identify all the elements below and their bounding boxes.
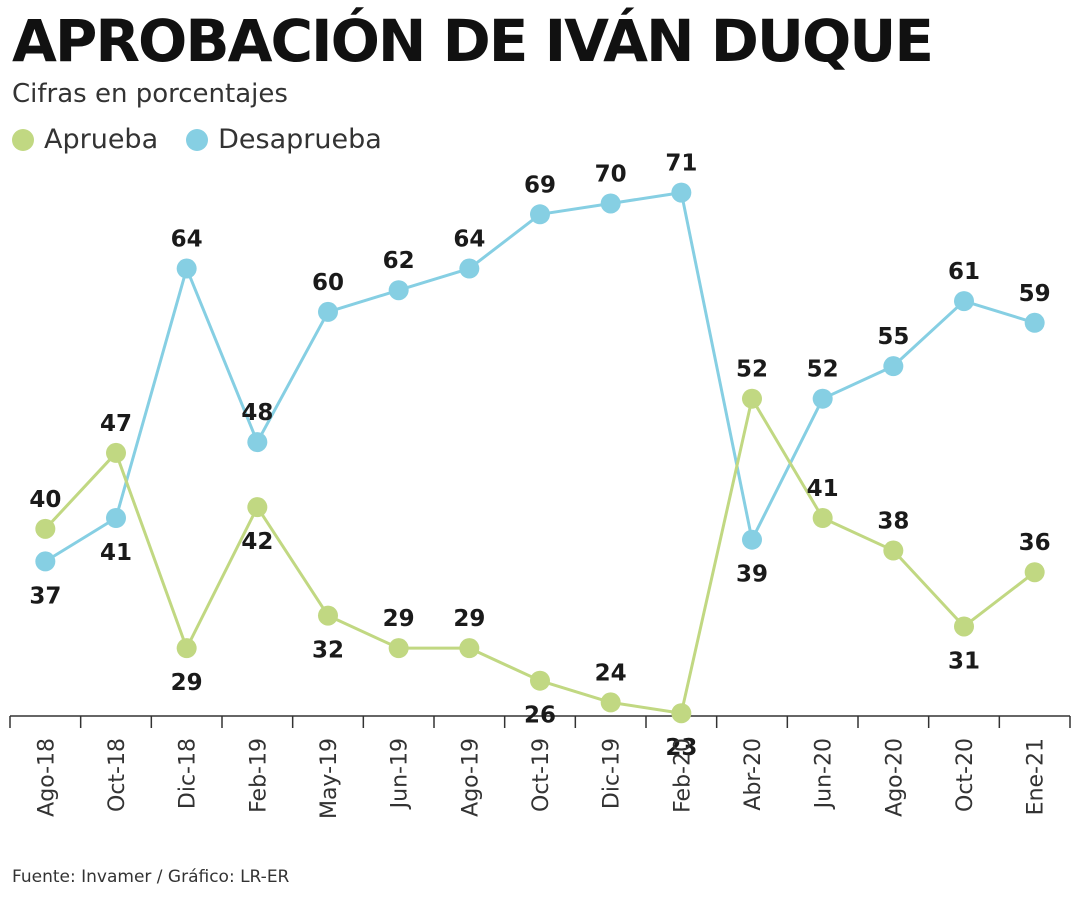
data-point-desaprueba — [671, 182, 692, 203]
data-label-aprueba: 23 — [665, 735, 697, 761]
data-label-aprueba: 29 — [171, 670, 203, 696]
data-point-desaprueba — [954, 291, 974, 312]
data-label-aprueba: 42 — [241, 529, 273, 555]
data-point-aprueba — [530, 670, 550, 691]
data-label-desaprueba: 61 — [948, 259, 980, 285]
x-axis-tick-labels: Ago-18 Oct-18 Dic-18 Feb-19 May-19 Jun-19 Ago-… — [34, 738, 1048, 819]
data-point-aprueba — [671, 703, 692, 724]
data-point-desaprueba — [318, 301, 338, 322]
data-point-desaprueba — [176, 258, 197, 279]
legend-swatch-aprueba — [12, 129, 34, 151]
data-point-desaprueba — [388, 280, 409, 301]
x-tick-label: Ago-19 — [458, 738, 483, 817]
x-tick-label: Oct-18 — [105, 738, 130, 812]
data-point-desaprueba — [530, 204, 550, 225]
data-point-aprueba — [954, 616, 974, 637]
data-point-desaprueba — [883, 356, 904, 377]
data-label-desaprueba: 59 — [1019, 281, 1051, 307]
data-point-aprueba — [176, 638, 197, 659]
x-tick-label: May-19 — [317, 738, 342, 819]
data-point-aprueba — [459, 638, 480, 659]
data-point-aprueba — [106, 442, 126, 463]
x-tick-label: Jun-20 — [812, 738, 837, 810]
data-label-aprueba: 40 — [29, 487, 61, 513]
data-label-aprueba: 32 — [312, 638, 344, 664]
data-label-desaprueba: 55 — [877, 324, 909, 350]
legend-swatch-desaprueba — [186, 129, 209, 151]
data-label-aprueba: 36 — [1019, 530, 1051, 556]
data-point-desaprueba — [459, 258, 480, 279]
x-tick-label: Oct-19 — [529, 738, 554, 812]
x-tick-label: Dic-19 — [600, 738, 625, 809]
data-point-aprueba — [1024, 562, 1045, 583]
data-label-desaprueba: 48 — [241, 400, 273, 426]
x-tick-label: Feb-19 — [246, 738, 271, 813]
x-tick-label: Dic-18 — [176, 738, 201, 809]
data-label-aprueba: 24 — [595, 660, 627, 686]
data-point-desaprueba — [812, 388, 833, 409]
x-tick-label: Feb-20 — [670, 738, 695, 813]
data-label-desaprueba: 64 — [171, 227, 203, 253]
data-point-aprueba — [600, 692, 621, 713]
x-tick-label: Abr-20 — [741, 738, 766, 811]
data-label-desaprueba: 71 — [665, 151, 697, 177]
data-label-aprueba: 29 — [383, 606, 415, 632]
legend-label-desaprueba: Desaprueba — [218, 124, 382, 155]
data-label-desaprueba: 52 — [807, 357, 839, 383]
data-point-aprueba — [388, 638, 409, 659]
legend: Aprueba Desaprueba — [12, 124, 410, 156]
data-point-aprueba — [742, 388, 762, 409]
data-point-aprueba — [318, 605, 338, 626]
x-tick-label: Oct-20 — [953, 738, 978, 812]
data-label-desaprueba: 60 — [312, 270, 344, 296]
x-tick-label: Ene-21 — [1024, 738, 1049, 815]
data-label-desaprueba: 62 — [383, 248, 415, 274]
data-point-desaprueba — [35, 551, 56, 572]
x-tick-label: Ago-18 — [34, 738, 59, 817]
data-label-desaprueba: 64 — [453, 227, 485, 253]
data-label-desaprueba: 41 — [100, 540, 132, 566]
x-axis-ticks — [9, 716, 1071, 728]
data-label-aprueba: 26 — [524, 703, 556, 729]
data-labels: 40 47 29 42 32 29 29 26 24 23 52 41 38 31 36 37 41 64 48 60… — [29, 151, 1050, 762]
data-label-aprueba: 41 — [807, 476, 839, 502]
source-note: Fuente: Invamer / Gráfico: LR-ER — [12, 867, 290, 887]
data-point-aprueba — [883, 540, 904, 561]
data-label-desaprueba: 69 — [524, 172, 556, 198]
data-point-desaprueba — [600, 193, 621, 214]
data-point-aprueba — [247, 497, 268, 518]
x-tick-label: Ago-20 — [882, 738, 907, 817]
data-point-aprueba — [35, 518, 56, 539]
chart-title: APROBACIÓN DE IVÁN DUQUE — [12, 7, 934, 75]
data-point-desaprueba — [742, 529, 762, 550]
data-label-aprueba: 31 — [948, 648, 980, 674]
data-point-desaprueba — [106, 508, 126, 528]
legend-item-aprueba: Aprueba — [12, 124, 158, 156]
data-label-desaprueba: 37 — [29, 583, 61, 609]
data-label-aprueba: 52 — [736, 357, 768, 383]
data-label-desaprueba: 39 — [736, 562, 768, 588]
data-point-aprueba — [812, 508, 833, 528]
data-label-aprueba: 38 — [877, 509, 909, 535]
chart-subtitle: Cifras en porcentajes — [12, 79, 288, 109]
legend-item-desaprueba: Desaprueba — [186, 124, 382, 156]
legend-label-aprueba: Aprueba — [44, 124, 159, 155]
series-points — [35, 182, 1045, 724]
data-label-aprueba: 29 — [453, 606, 485, 632]
data-label-desaprueba: 70 — [595, 161, 627, 187]
data-point-desaprueba — [1024, 312, 1045, 333]
x-tick-label: Jun-19 — [388, 738, 413, 810]
data-label-aprueba: 47 — [100, 411, 132, 437]
data-point-desaprueba — [247, 432, 268, 453]
